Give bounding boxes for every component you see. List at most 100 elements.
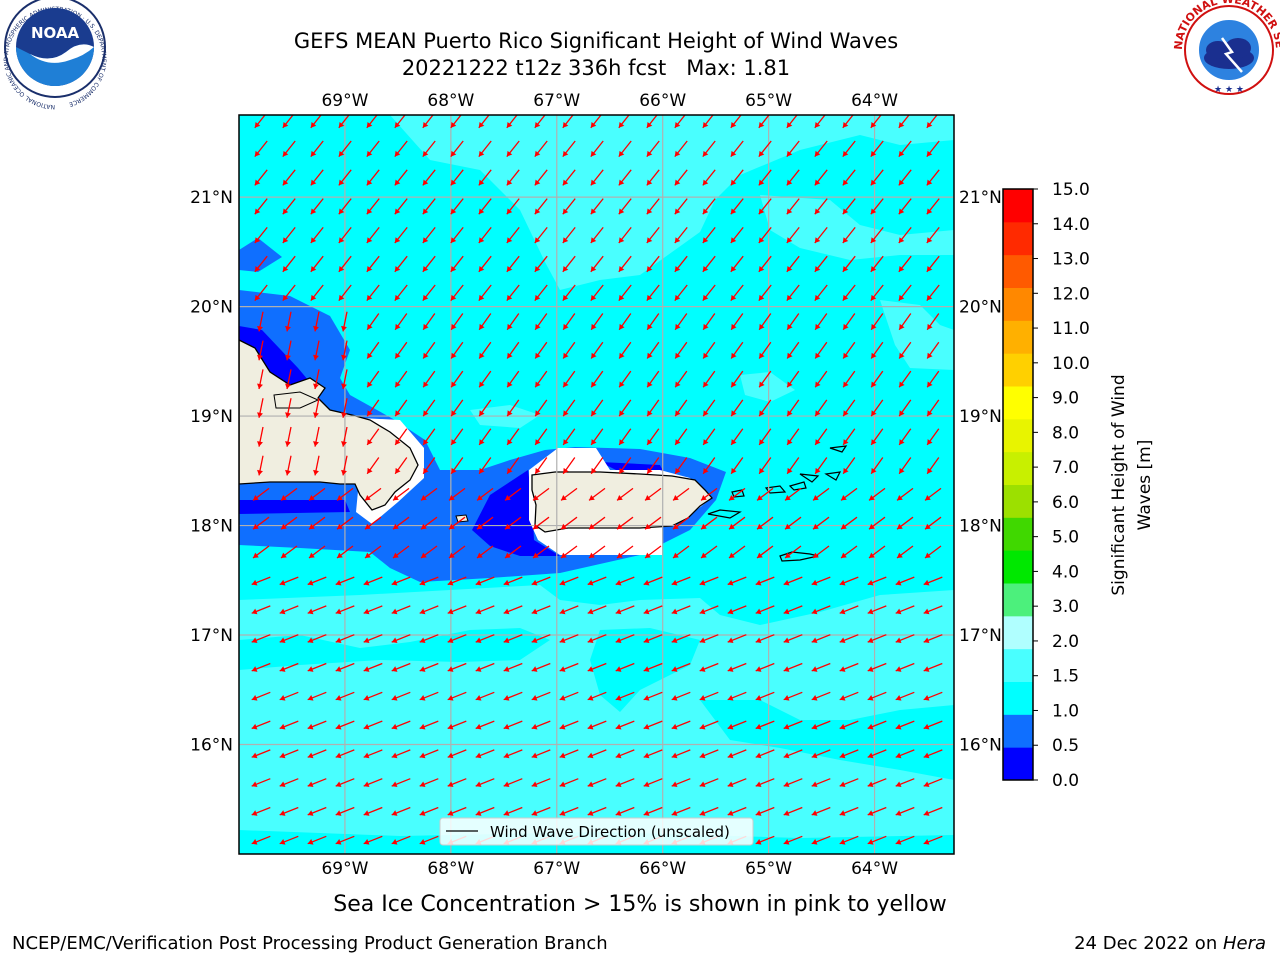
wave-vector-head — [643, 637, 650, 644]
wave-vector-head — [702, 208, 709, 215]
chart-title: GEFS MEAN Puerto Rico Significant Height… — [294, 29, 898, 53]
wave-vector-head — [895, 839, 902, 845]
wave-vector-head — [313, 412, 319, 418]
wave-vector-head — [729, 523, 735, 530]
lat-label-right: 18°N — [959, 517, 1002, 537]
wave-vector-head — [422, 266, 429, 272]
wave-vector-head — [279, 810, 286, 816]
colorbar-tick-label: 13.0 — [1052, 250, 1090, 270]
wave-vector-head — [341, 325, 347, 332]
wave-vector-head — [871, 323, 877, 330]
wave-vector-head — [422, 122, 429, 128]
wave-vector-head — [870, 237, 877, 243]
wave-vector-head — [393, 523, 399, 530]
wave-vector-head — [531, 637, 538, 644]
wave-vector-head — [282, 237, 289, 243]
colorbar-tick-label: 8.0 — [1052, 423, 1079, 443]
wave-vector-head — [814, 150, 821, 157]
colorbar-tick-label: 2.0 — [1052, 632, 1079, 652]
wave-vector-head — [730, 150, 737, 157]
wave-vector-head — [703, 439, 709, 445]
wave-vector-head — [423, 439, 429, 445]
wave-vector-head — [895, 608, 902, 615]
wave-vector-head — [730, 237, 737, 243]
wave-vector-head — [307, 839, 314, 845]
wave-vector-head — [839, 752, 846, 759]
colorbar-swatch — [1003, 189, 1033, 223]
wave-vector-head — [923, 695, 930, 701]
wave-vector-head — [479, 352, 485, 359]
lon-label-bottom: 69°W — [321, 859, 368, 879]
wave-vector-head — [279, 579, 286, 586]
wave-vector-head — [671, 752, 678, 759]
wave-vector-head — [843, 381, 849, 388]
wave-vector-head — [871, 439, 877, 445]
wave-vector-head — [871, 381, 877, 388]
wave-vector-head — [842, 237, 849, 243]
wave-vector-head — [755, 781, 762, 788]
wave-vector-head — [394, 294, 401, 301]
noaa-logo-icon: NATIONAL OCEANIC AND ATMOSPHERIC ADMINIS… — [3, 0, 107, 110]
wave-vector-head — [451, 352, 457, 359]
vector-legend: Wind Wave Direction (unscaled) — [439, 817, 754, 846]
wave-vector-head — [727, 579, 734, 586]
colorbar-swatch — [1003, 747, 1033, 781]
wave-vector-head — [447, 723, 454, 730]
wave-vector-head — [279, 723, 286, 730]
wave-vector-head — [279, 781, 286, 788]
wave-vector-head — [699, 608, 706, 615]
wave-vector-head — [587, 810, 594, 816]
wave-vector-head — [867, 666, 874, 672]
wave-vector-head — [671, 810, 678, 816]
wave-vector-head — [505, 552, 511, 558]
wave-vector-head — [421, 523, 427, 530]
wave-vector-head — [926, 294, 933, 301]
wave-vector-head — [646, 150, 653, 157]
wave-vector-head — [307, 723, 314, 730]
wave-vector-head — [895, 810, 902, 816]
wave-vector-head — [867, 695, 874, 701]
wave-vector-head — [503, 608, 510, 615]
wave-vector-head — [755, 579, 762, 586]
wave-vector-head — [786, 150, 793, 157]
wave-vector-head — [783, 781, 790, 788]
wave-vector-head — [531, 752, 538, 759]
wave-vector-head — [479, 323, 485, 330]
wave-vector-head — [310, 122, 317, 128]
wave-vector-head — [478, 122, 485, 128]
wave-vector-head — [703, 352, 709, 359]
wave-vector-head — [531, 579, 538, 586]
wave-vector-head — [534, 122, 541, 128]
wave-vector-head — [559, 608, 566, 615]
wave-vector-head — [447, 666, 454, 672]
wave-vector-head — [673, 495, 679, 501]
wave-vector-head — [617, 523, 623, 530]
branch-credit: NCEP/EMC/Verification Post Processing Pr… — [12, 933, 608, 954]
wave-vector-head — [587, 695, 594, 701]
wave-vector-head — [561, 523, 567, 530]
wave-vector-head — [503, 781, 510, 788]
wave-vector-head — [587, 752, 594, 759]
wave-vector-head — [257, 383, 263, 389]
wave-vector-head — [335, 579, 342, 586]
wave-vector-head — [615, 781, 622, 788]
wave-vector-head — [730, 122, 737, 128]
wave-vector-head — [759, 410, 765, 417]
wave-vector-head — [867, 810, 874, 816]
wave-vector-head — [899, 439, 905, 445]
wave-vector-head — [338, 179, 345, 186]
wave-vector-head — [422, 208, 429, 215]
lat-label-left: 18°N — [190, 517, 233, 537]
wave-vector-head — [867, 637, 874, 644]
wave-vector-head — [811, 810, 818, 816]
wave-vector-head — [391, 810, 398, 816]
colorbar-tick-label: 0.5 — [1052, 736, 1079, 756]
wave-vector-head — [675, 439, 681, 445]
wave-vector-head — [367, 352, 373, 359]
wave-vector-head — [926, 208, 933, 215]
wave-vector-head — [701, 495, 707, 501]
wave-vector-head — [923, 579, 930, 586]
wave-vector-head — [867, 752, 874, 759]
wave-vector-head — [787, 410, 793, 417]
wave-vector-head — [337, 523, 343, 530]
